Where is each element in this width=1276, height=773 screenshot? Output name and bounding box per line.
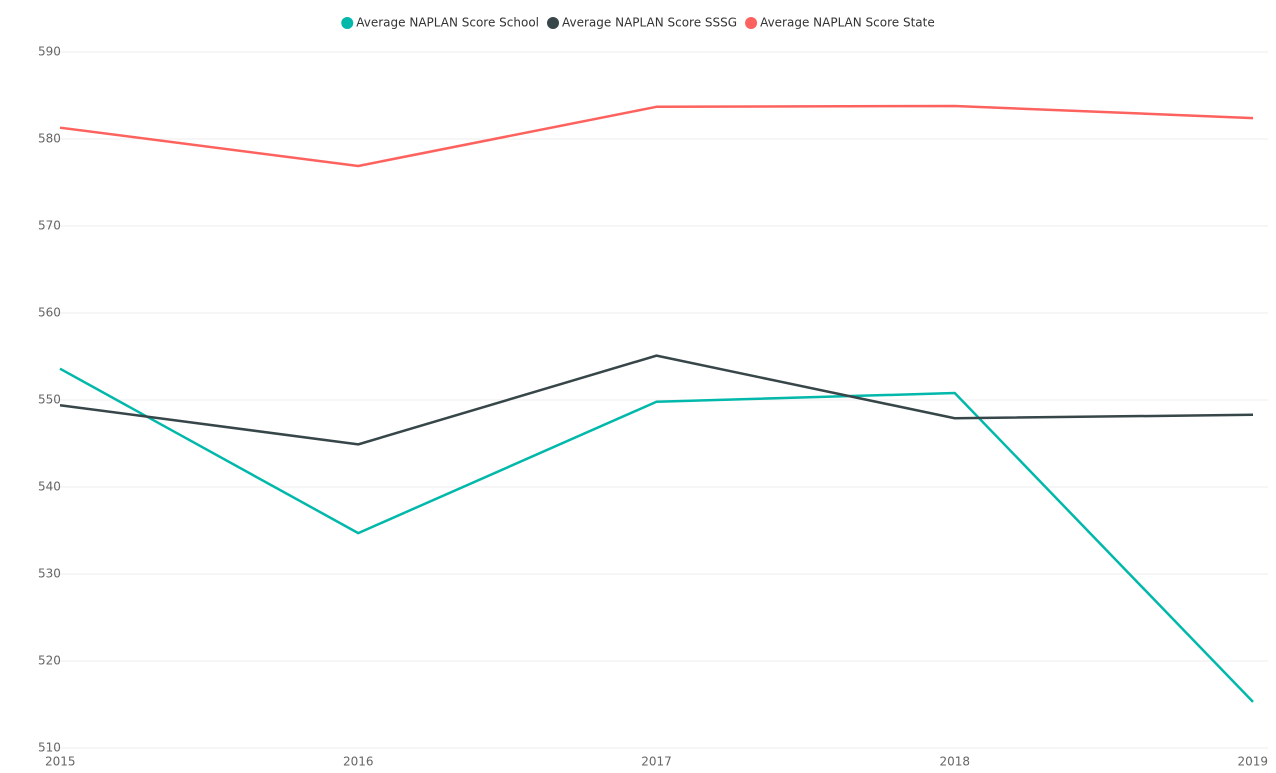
legend-marker bbox=[547, 17, 560, 29]
legend: Average NAPLAN Score School Average NAPLA… bbox=[341, 16, 935, 30]
x-tick-label: 2019 bbox=[1237, 755, 1268, 769]
y-tick-label: 520 bbox=[38, 654, 61, 668]
series-line bbox=[59, 367, 1254, 703]
x-tick-label: 2017 bbox=[641, 755, 672, 769]
series-line bbox=[59, 104, 1254, 168]
y-tick-label: 580 bbox=[38, 132, 61, 146]
legend-marker bbox=[745, 17, 758, 29]
x-tick-label: 2018 bbox=[939, 755, 970, 769]
y-tick-label: 530 bbox=[38, 567, 61, 581]
x-tick-label: 2016 bbox=[343, 755, 374, 769]
legend-marker bbox=[341, 17, 354, 29]
y-tick-label: 590 bbox=[38, 45, 61, 59]
x-tick-label: 2015 bbox=[45, 755, 76, 769]
legend-label: Average NAPLAN Score State bbox=[760, 16, 935, 30]
series-line bbox=[59, 354, 1254, 446]
y-tick-label: 510 bbox=[38, 741, 61, 755]
legend-label: Average NAPLAN Score School bbox=[356, 16, 539, 30]
y-tick-label: 560 bbox=[38, 306, 61, 320]
y-tick-label: 570 bbox=[38, 219, 61, 233]
y-tick-label: 550 bbox=[38, 393, 61, 407]
y-tick-label: 540 bbox=[38, 480, 61, 494]
legend-label: Average NAPLAN Score SSSG bbox=[562, 16, 737, 30]
